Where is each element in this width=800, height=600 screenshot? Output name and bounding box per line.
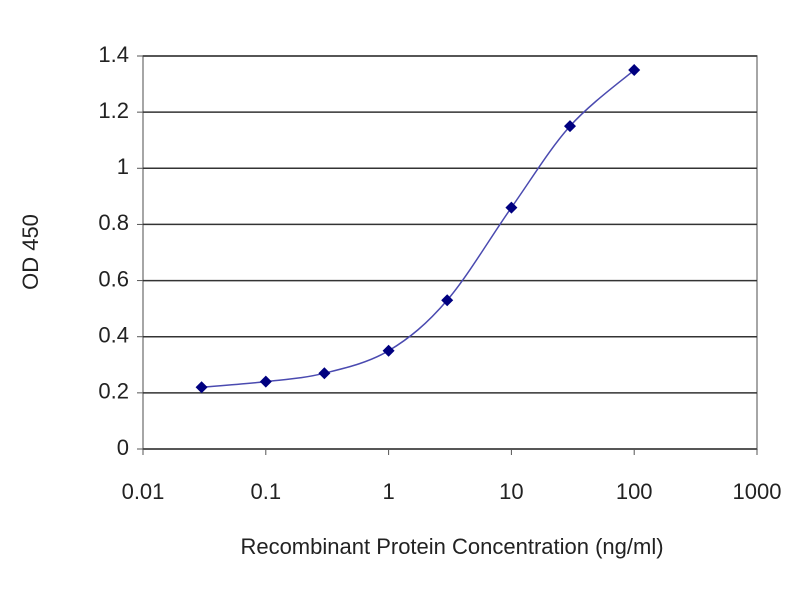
y-tick-label: 1.2 bbox=[98, 98, 129, 123]
data-point bbox=[563, 120, 576, 133]
x-tick-label: 100 bbox=[616, 479, 653, 504]
data-line bbox=[201, 69, 635, 388]
x-axis-label: Recombinant Protein Concentration (ng/ml… bbox=[240, 534, 663, 559]
data-point bbox=[382, 344, 395, 357]
y-tick-label: 0.8 bbox=[98, 210, 129, 235]
y-tick-label: 0 bbox=[117, 435, 129, 460]
y-tick-label: 0.4 bbox=[98, 323, 129, 348]
data-point bbox=[505, 201, 518, 214]
x-tick-label: 1000 bbox=[733, 479, 782, 504]
x-tick-label: 1 bbox=[382, 479, 394, 504]
data-point bbox=[259, 375, 272, 388]
data-point bbox=[195, 381, 208, 394]
y-tick-label: 1.4 bbox=[98, 42, 129, 67]
y-axis-label: OD 450 bbox=[18, 214, 43, 290]
x-tick-label: 10 bbox=[499, 479, 523, 504]
y-tick-label: 0.2 bbox=[98, 379, 129, 404]
y-tick-label: 0.6 bbox=[98, 266, 129, 291]
y-tick-label: 1 bbox=[117, 154, 129, 179]
x-tick-label: 0.1 bbox=[251, 479, 282, 504]
plot-area bbox=[142, 55, 758, 450]
data-point bbox=[318, 367, 331, 380]
x-tick-label: 0.01 bbox=[122, 479, 165, 504]
data-point bbox=[441, 294, 454, 307]
data-point bbox=[628, 64, 641, 77]
